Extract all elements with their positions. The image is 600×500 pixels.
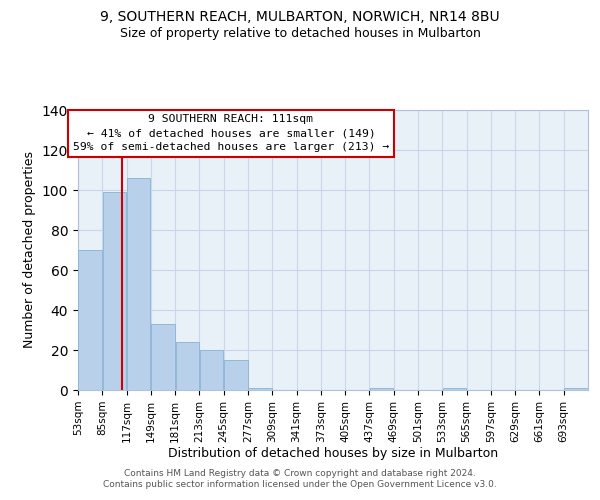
Bar bbox=[564, 388, 587, 390]
Bar bbox=[200, 350, 223, 390]
Bar bbox=[79, 250, 102, 390]
Bar bbox=[370, 388, 394, 390]
Bar bbox=[224, 360, 248, 390]
Text: Size of property relative to detached houses in Mulbarton: Size of property relative to detached ho… bbox=[119, 28, 481, 40]
Text: 9 SOUTHERN REACH: 111sqm
← 41% of detached houses are smaller (149)
59% of semi-: 9 SOUTHERN REACH: 111sqm ← 41% of detach… bbox=[73, 114, 389, 152]
Bar bbox=[248, 388, 272, 390]
Bar bbox=[151, 324, 175, 390]
Text: 9, SOUTHERN REACH, MULBARTON, NORWICH, NR14 8BU: 9, SOUTHERN REACH, MULBARTON, NORWICH, N… bbox=[100, 10, 500, 24]
Bar bbox=[127, 178, 151, 390]
Bar bbox=[443, 388, 466, 390]
Text: Contains public sector information licensed under the Open Government Licence v3: Contains public sector information licen… bbox=[103, 480, 497, 489]
Text: Contains HM Land Registry data © Crown copyright and database right 2024.: Contains HM Land Registry data © Crown c… bbox=[124, 468, 476, 477]
X-axis label: Distribution of detached houses by size in Mulbarton: Distribution of detached houses by size … bbox=[168, 448, 498, 460]
Y-axis label: Number of detached properties: Number of detached properties bbox=[23, 152, 37, 348]
Bar bbox=[103, 192, 126, 390]
Bar bbox=[176, 342, 199, 390]
